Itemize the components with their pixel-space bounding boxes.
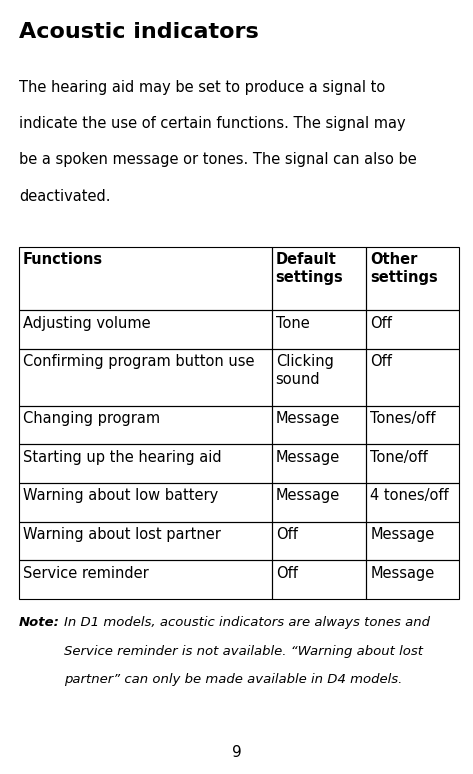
- Bar: [272, 349, 367, 406]
- Text: Note:: Note:: [19, 616, 60, 629]
- Text: Off: Off: [276, 527, 298, 542]
- Bar: [19, 522, 272, 560]
- Bar: [19, 310, 272, 349]
- Text: Tone: Tone: [276, 316, 309, 330]
- Text: 9: 9: [232, 745, 241, 760]
- Bar: [367, 310, 459, 349]
- Bar: [272, 247, 367, 310]
- Text: Adjusting volume: Adjusting volume: [23, 316, 150, 330]
- Bar: [367, 560, 459, 599]
- Bar: [19, 444, 272, 483]
- Bar: [272, 444, 367, 483]
- Text: In D1 models, acoustic indicators are always tones and: In D1 models, acoustic indicators are al…: [64, 616, 430, 629]
- Text: Message: Message: [370, 527, 435, 542]
- Text: Changing program: Changing program: [23, 411, 160, 426]
- Bar: [272, 522, 367, 560]
- Bar: [367, 349, 459, 406]
- Text: 4 tones/off: 4 tones/off: [370, 488, 449, 503]
- Bar: [367, 247, 459, 310]
- Text: Service reminder: Service reminder: [23, 566, 149, 580]
- Text: Warning about lost partner: Warning about lost partner: [23, 527, 220, 542]
- Text: Other
settings: Other settings: [370, 252, 438, 285]
- Bar: [272, 560, 367, 599]
- Bar: [367, 406, 459, 444]
- Text: partner” can only be made available in D4 models.: partner” can only be made available in D…: [64, 673, 402, 687]
- Text: Message: Message: [276, 450, 340, 464]
- Text: Off: Off: [370, 354, 392, 369]
- Bar: [272, 310, 367, 349]
- Text: be a spoken message or tones. The signal can also be: be a spoken message or tones. The signal…: [19, 152, 417, 167]
- Text: Message: Message: [276, 488, 340, 503]
- Bar: [367, 522, 459, 560]
- Text: Acoustic indicators: Acoustic indicators: [19, 22, 259, 42]
- Text: Warning about low battery: Warning about low battery: [23, 488, 218, 503]
- Text: Starting up the hearing aid: Starting up the hearing aid: [23, 450, 221, 464]
- Text: Clicking
sound: Clicking sound: [276, 354, 333, 387]
- Text: Message: Message: [370, 566, 435, 580]
- Text: Message: Message: [276, 411, 340, 426]
- Text: Default
settings: Default settings: [276, 252, 343, 285]
- Bar: [19, 483, 272, 522]
- Text: Confirming program button use: Confirming program button use: [23, 354, 254, 369]
- Text: Functions: Functions: [23, 252, 103, 267]
- Text: indicate the use of certain functions. The signal may: indicate the use of certain functions. T…: [19, 116, 405, 131]
- Bar: [19, 349, 272, 406]
- Bar: [19, 560, 272, 599]
- Text: Tone/off: Tone/off: [370, 450, 428, 464]
- Bar: [19, 406, 272, 444]
- Text: Service reminder is not available. “Warning about lost: Service reminder is not available. “Warn…: [64, 645, 423, 658]
- Bar: [272, 483, 367, 522]
- Bar: [19, 247, 272, 310]
- Bar: [272, 406, 367, 444]
- Bar: [367, 483, 459, 522]
- Text: deactivated.: deactivated.: [19, 189, 110, 204]
- Text: Off: Off: [276, 566, 298, 580]
- Bar: [367, 444, 459, 483]
- Text: Off: Off: [370, 316, 392, 330]
- Text: Tones/off: Tones/off: [370, 411, 436, 426]
- Text: The hearing aid may be set to produce a signal to: The hearing aid may be set to produce a …: [19, 80, 385, 94]
